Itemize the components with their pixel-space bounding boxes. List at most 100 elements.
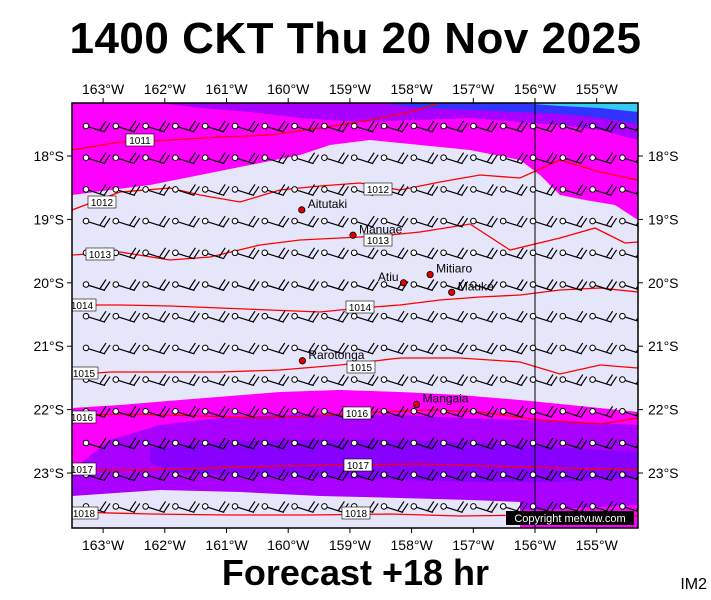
- map-area: 1011 1012 1012 1013 1013 1014 1014 1015 1015 1016…: [71, 103, 638, 528]
- wind-barb: [440, 247, 469, 260]
- wind-barb: [321, 215, 349, 228]
- wind-barb: [410, 152, 439, 165]
- svg-text:Atiu: Atiu: [378, 270, 399, 284]
- lat-label-right: 22°S: [648, 402, 679, 418]
- wind-barb: [350, 374, 379, 387]
- lon-label-bottom: 161°W: [205, 537, 248, 553]
- wind-barb: [410, 342, 439, 355]
- wind-barb: [499, 405, 528, 418]
- wind-barb: [261, 152, 290, 165]
- wind-barb: [499, 152, 528, 165]
- wind-barb: [440, 279, 469, 292]
- wind-barb: [201, 120, 230, 133]
- wind-barb: [589, 374, 618, 387]
- copyright-box: [506, 511, 634, 525]
- wind-barb: [112, 374, 141, 387]
- wind-barb: [589, 152, 618, 165]
- wind-barb: [291, 215, 320, 228]
- wind-barb: [261, 279, 290, 292]
- wind-shading-south-purple: [150, 440, 638, 482]
- wind-barb: [410, 405, 439, 418]
- isobar-label: 1018: [72, 506, 99, 520]
- wind-barb: [172, 152, 200, 165]
- lon-label-top: 160°W: [267, 81, 310, 97]
- lat-label-left: 18°S: [33, 148, 64, 164]
- isobar-labels: 1011 1012 1012 1013 1013 1014 1014 1015 1015 1016…: [71, 133, 393, 520]
- copyright-text: Copyright metvuw.com: [514, 513, 625, 525]
- wind-barb: [440, 405, 469, 418]
- lon-label-top: 162°W: [144, 81, 187, 97]
- lat-label-right: 21°S: [648, 338, 679, 354]
- wind-barb: [291, 184, 320, 196]
- wind-barb: [231, 184, 260, 196]
- lon-label-top: 163°W: [82, 81, 125, 97]
- wind-barb: [470, 469, 498, 482]
- wind-barb: [589, 247, 618, 260]
- lon-label-top: 159°W: [329, 81, 372, 97]
- wind-barb: [321, 152, 349, 165]
- lat-label-left: 21°S: [33, 338, 64, 354]
- wind-barb: [589, 215, 618, 228]
- wind-barb: [619, 186, 638, 195]
- wind-shading-north: [72, 103, 638, 220]
- wind-barb: [291, 310, 320, 323]
- wind-barb: [291, 152, 320, 165]
- wind-barb: [82, 310, 111, 323]
- wind-barb: [440, 501, 469, 513]
- wind-barb: [291, 405, 320, 418]
- wind-barb: [559, 342, 588, 355]
- wind-barb: [559, 310, 588, 323]
- place-aitutaki: Aitutaki: [298, 197, 347, 214]
- wind-barb: [410, 279, 439, 292]
- isobar-label: 1015: [346, 360, 376, 374]
- wind-barb: [529, 279, 558, 292]
- wind-barb: [142, 184, 171, 196]
- wind-barb: [112, 247, 141, 260]
- svg-text:1016: 1016: [346, 409, 369, 420]
- wind-barb: [589, 405, 618, 418]
- wind-barb: [142, 279, 171, 292]
- wind-barb: [440, 152, 469, 165]
- svg-text:Manuae: Manuae: [359, 222, 403, 236]
- wind-barb: [470, 437, 498, 450]
- wind-barb: [529, 310, 558, 323]
- isobar-label: 1011: [125, 133, 155, 147]
- wind-barb: [231, 405, 260, 418]
- wind-barb: [82, 152, 111, 165]
- svg-text:1014: 1014: [71, 301, 94, 312]
- lon-label-top: 155°W: [576, 81, 619, 97]
- wind-barb: [142, 215, 171, 228]
- wind-barb: [380, 247, 409, 260]
- wind-barb: [499, 279, 528, 292]
- wind-barb: [172, 310, 200, 323]
- place-markers: Aitutaki Manuae Mitiaro Atiu Mauke Rarotonga M…: [298, 197, 494, 409]
- wind-barb: [112, 342, 141, 355]
- isobar-label: 1017: [343, 458, 373, 472]
- wind-barb: [321, 184, 349, 196]
- svg-text:1013: 1013: [367, 236, 390, 247]
- wind-barb: [142, 247, 171, 260]
- wind-barb: [529, 342, 558, 355]
- svg-text:1018: 1018: [73, 509, 96, 520]
- wind-barb: [291, 469, 320, 482]
- wind-barb: [112, 120, 141, 133]
- wind-barb: [172, 437, 200, 450]
- wind-barb: [112, 215, 141, 228]
- wind-barb: [112, 152, 141, 165]
- lat-label-right: 23°S: [648, 465, 679, 481]
- wind-barb: [380, 215, 409, 228]
- wind-barb: [291, 247, 320, 260]
- svg-text:Mauke: Mauke: [458, 279, 494, 293]
- wind-barb: [589, 310, 618, 323]
- wind-barb: [499, 501, 528, 513]
- wind-barb: [559, 279, 588, 292]
- wind-barb: [201, 501, 230, 513]
- wind-barb: [261, 342, 290, 355]
- wind-barb: [350, 152, 379, 165]
- wind-barb: [261, 374, 290, 387]
- lon-label-bottom: 159°W: [329, 537, 372, 553]
- wind-barb: [172, 405, 200, 418]
- wind-barb: [82, 215, 111, 228]
- map-code: IM2: [680, 576, 707, 593]
- wind-barb: [142, 501, 171, 513]
